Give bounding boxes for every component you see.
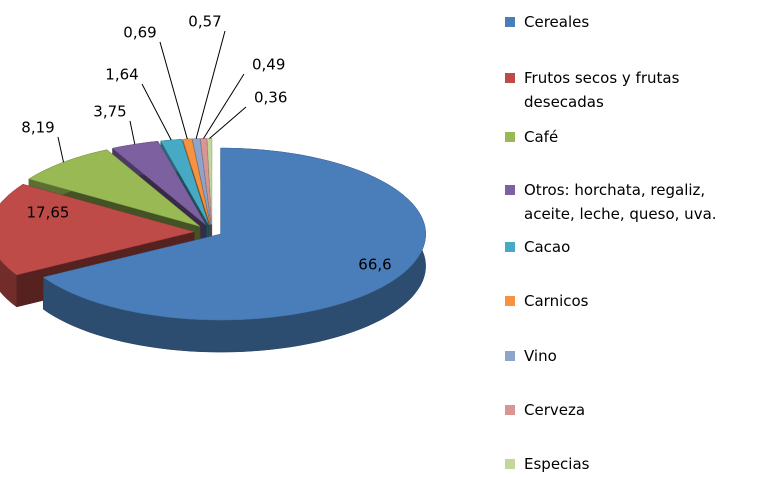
legend-item: Cacao [505,235,760,259]
pie-slice [160,139,209,225]
legend-label: Vino [524,347,557,365]
data-label: 0,57 [188,13,221,31]
leader-line [141,83,172,141]
data-label: 0,36 [254,89,287,107]
legend-label: Especias [524,455,590,473]
legend-swatch [505,242,515,252]
legend-item: Carnicos [505,289,760,313]
legend-label: Carnicos [524,292,589,310]
data-label: 8,19 [21,119,54,137]
data-label: 0,49 [252,56,285,74]
leader-line [209,106,247,139]
legend-item: Frutos secos y frutas desecadas [505,66,760,114]
leader-line [57,136,64,163]
pie-slice [42,147,426,321]
legend-swatch [505,351,515,361]
legend-item: Cereales [505,10,760,34]
legend-label: Cereales [524,13,590,31]
legend-swatch [505,73,515,83]
legend-swatch [505,459,515,469]
data-label: 66,6 [358,256,391,274]
legend-swatch [505,132,515,142]
pie-slice [0,184,195,276]
legend-item: Otros: horchata, regaliz, aceite, leche,… [505,178,760,226]
legend-label: Cerveza [524,401,586,419]
legend-swatch [505,296,515,306]
data-label: 1,64 [105,66,138,84]
pie-plot: 66,6 17,65 8,19 3,75 1,64 0,69 0,57 0,49 0,36 [0,13,426,353]
legend-swatch [505,17,515,27]
legend-label: Frutos secos y frutas desecadas [524,69,680,111]
legend-item: Café [505,125,760,149]
legend-item: Vino [505,344,760,368]
leader-line [195,30,226,139]
legend-swatch [505,185,515,195]
legend-item: Especias [505,452,760,476]
data-label: 17,65 [27,204,70,222]
pie-slice [28,149,201,227]
leader-line [159,41,188,140]
leader-line [203,73,245,139]
legend-label: Cacao [524,238,571,256]
legend-label: Café [524,128,559,146]
data-label: 0,69 [123,24,156,42]
data-label: 3,75 [93,103,126,121]
leader-line [129,120,136,145]
legend-item: Cerveza [505,398,760,422]
legend-label: Otros: horchata, regaliz, aceite, leche,… [524,181,717,223]
pie-slice [112,141,207,226]
legend-swatch [505,405,515,415]
